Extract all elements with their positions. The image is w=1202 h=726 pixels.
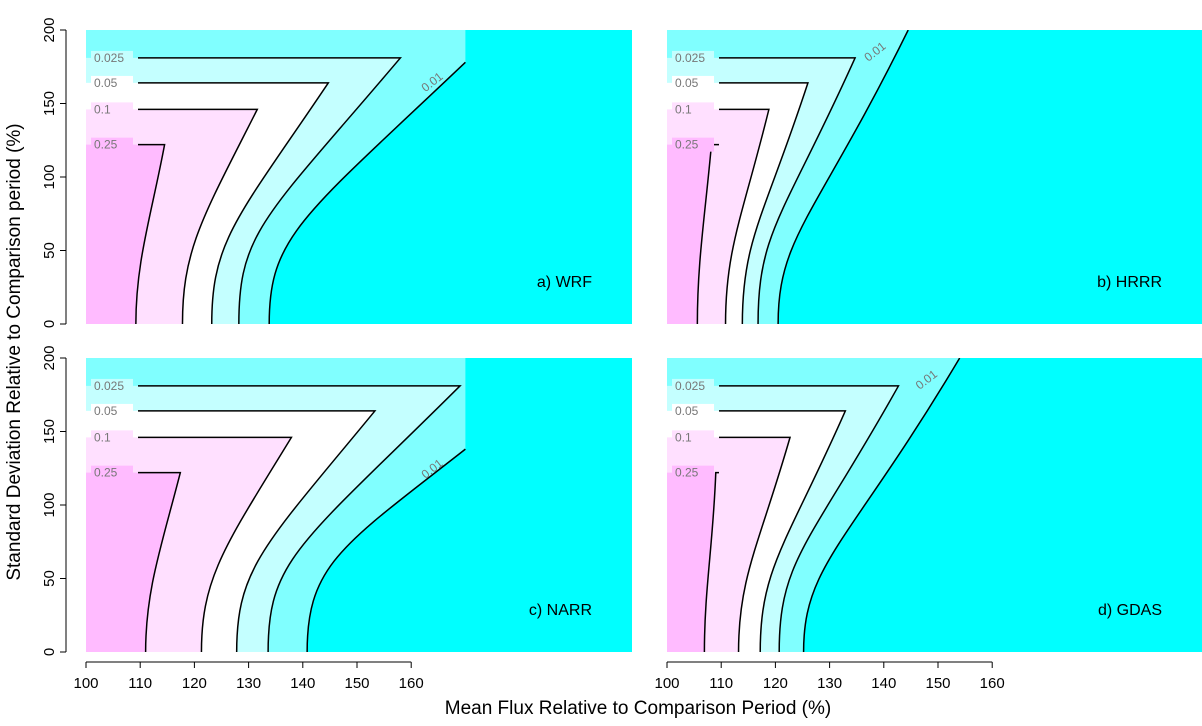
contour-label-0.25: 0.25 [675,466,699,480]
contour-line-4 [306,448,466,652]
contour-label-0.1: 0.1 [94,102,111,116]
x-tick-label: 100 [73,675,98,692]
y-tick-label: 0 [41,648,58,656]
contour-label-bg [91,465,133,480]
contour-line-2 [138,82,330,324]
panel-label: b) HRRR [1097,274,1162,291]
x-tick-label: 110 [128,675,152,692]
panel-label: d) GDAS [1098,602,1162,619]
contour-label-bg [91,137,133,152]
y-tick-label: 150 [41,419,58,444]
contour-label-0.05: 0.05 [675,76,699,90]
x-tick-label: 100 [654,675,679,692]
contour-line-4 [802,358,961,652]
contour-line-2 [719,82,809,324]
contour-label-0.025: 0.025 [94,379,124,393]
contour-line-0 [138,471,182,652]
x-tick-label: 120 [182,675,207,692]
contour-label-bg [672,137,714,152]
contour-line-1 [138,436,293,652]
contour-line-3 [719,57,857,324]
x-tick-label: 160 [980,675,1005,692]
y-tick-label: 200 [41,345,58,370]
contour-line-3 [138,385,462,652]
contour-line-0 [703,471,719,652]
contour-label-0.1: 0.1 [94,430,111,444]
contour-label-bg [672,50,714,65]
x-tick-label: 150 [925,675,950,692]
contour-label-bg [91,50,133,65]
contour-label-0.05: 0.05 [675,404,699,418]
contour-label-bg [672,403,714,418]
x-tick-label: 130 [817,675,842,692]
contour-line-1 [719,436,792,652]
contour-line-4 [777,30,909,324]
contour-label-0.025: 0.025 [675,51,705,65]
contour-label-bg [91,378,133,393]
contour-line-0 [696,143,719,324]
contour-fill-0 [86,472,181,652]
contour-fill-0 [667,472,716,652]
contour-label-bg [91,403,133,418]
contour-label-0.05: 0.05 [94,76,118,90]
y-tick-label: 150 [41,91,58,116]
contour-label-0.025: 0.025 [675,379,705,393]
contour-label-0.25: 0.25 [94,466,118,480]
y-tick-label: 0 [41,320,58,328]
contour-label-bg [672,430,714,445]
panel-label: c) NARR [529,602,592,619]
contour-line-0 [135,143,166,324]
contour-label-bg [91,75,133,90]
contour-label-bg [672,102,714,117]
x-tick-label: 150 [344,675,369,692]
contour-line-2 [719,410,847,652]
contour-line-2 [138,410,377,652]
x-tick-label: 140 [290,675,315,692]
panel-3: 0.250.10.050.025 0.01d) GDAS [667,358,1202,652]
contour-label-0.1: 0.1 [675,430,692,444]
contour-label-0.1: 0.1 [675,102,692,116]
contour-label-bg [672,75,714,90]
x-tick-label: 160 [399,675,424,692]
contour-line-3 [719,385,900,652]
contour-label-bg [91,102,133,117]
panel-1: 0.250.10.050.025 0.01b) HRRR [667,30,1202,324]
y-tick-label: 100 [41,492,58,517]
contour-label-0.25: 0.25 [675,138,699,152]
x-tick-label: 120 [763,675,788,692]
y-tick-label: 50 [41,570,58,587]
y-tick-label: 100 [41,164,58,189]
contour-label-bg [672,378,714,393]
contour-fill-0 [667,144,712,324]
x-tick-label: 110 [709,675,733,692]
contour-label-0.25: 0.25 [94,138,118,152]
contour-line-1 [138,108,259,324]
contour-fill-0 [86,144,165,324]
x-tick-label: 130 [236,675,261,692]
axes: 0 50 100 150 200 0 50 100 150 200 100 110 120 130 140 1… [41,17,1005,692]
contour-label-bg [672,465,714,480]
contour-line-4 [268,61,466,324]
contour-line-1 [719,108,770,324]
contour-label-0.025: 0.025 [94,51,124,65]
contour-label-0.05: 0.05 [94,404,118,418]
y-axis-title: Standard Deviation Relative to Compariso… [4,123,25,580]
x-axis-title: Mean Flux Relative to Comparison Period … [445,698,832,719]
x-tick-label: 140 [871,675,896,692]
contour-line-3 [138,57,402,324]
contour-label-bg [91,430,133,445]
y-tick-label: 50 [41,242,58,259]
y-tick-label: 200 [41,17,58,42]
panel-label: a) WRF [537,274,592,291]
